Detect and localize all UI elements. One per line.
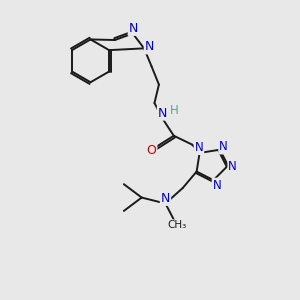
- Text: N: N: [161, 192, 170, 205]
- Text: N: N: [228, 160, 237, 173]
- Text: N: N: [158, 106, 167, 120]
- Text: N: N: [195, 141, 203, 154]
- Text: N: N: [219, 140, 228, 154]
- Text: O: O: [146, 143, 156, 157]
- Text: N: N: [145, 40, 154, 53]
- Text: N: N: [129, 22, 138, 35]
- Text: CH₃: CH₃: [168, 220, 187, 230]
- Text: H: H: [169, 104, 178, 117]
- Text: N: N: [213, 179, 221, 192]
